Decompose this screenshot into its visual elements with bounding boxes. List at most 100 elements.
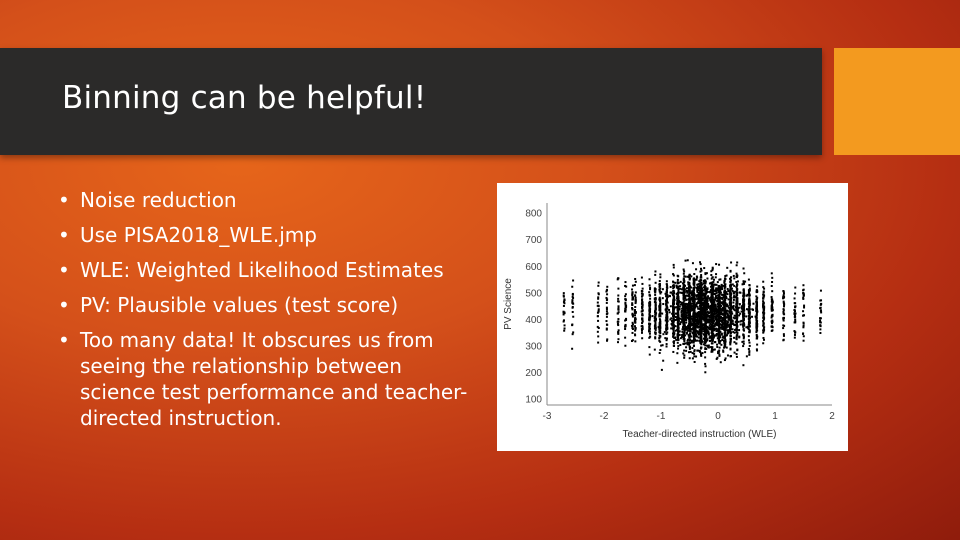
scatter-point	[737, 307, 740, 310]
scatter-point	[722, 350, 725, 353]
scatter-point	[654, 306, 657, 309]
scatter-point	[755, 348, 758, 351]
scatter-point	[690, 297, 693, 300]
scatter-point	[720, 283, 723, 286]
scatter-point	[606, 338, 609, 341]
scatter-point	[692, 313, 695, 316]
scatter-point	[617, 305, 620, 308]
scatter-point	[681, 333, 684, 336]
scatter-point	[782, 333, 785, 336]
scatter-point	[686, 290, 689, 293]
scatter-point	[692, 295, 695, 298]
scatter-point	[686, 331, 689, 334]
scatter-point	[674, 336, 677, 339]
scatter-point	[723, 293, 726, 296]
scatter-point	[684, 313, 687, 316]
scatter-point	[755, 303, 758, 306]
scatter-point	[742, 289, 745, 292]
scatter-point	[688, 289, 691, 292]
scatter-point	[756, 343, 759, 346]
scatter-point	[748, 350, 751, 353]
scatter-point	[722, 303, 725, 306]
scatter-point	[714, 318, 717, 321]
scatter-point	[735, 303, 738, 306]
scatter-point	[703, 267, 706, 270]
scatter-point	[702, 293, 705, 296]
scatter-point	[782, 305, 785, 308]
scatter-point	[659, 310, 662, 313]
scatter-point	[782, 309, 785, 312]
scatter-point	[718, 301, 721, 304]
scatter-point	[688, 303, 691, 306]
scatter-point	[725, 291, 728, 294]
scatter-point	[704, 312, 707, 315]
scatter-point	[699, 342, 702, 345]
scatter-point	[674, 316, 677, 319]
scatter-point	[762, 314, 765, 317]
scatter-point	[648, 353, 651, 356]
scatter-point	[793, 330, 796, 333]
scatter-point	[699, 263, 702, 266]
scatter-point	[736, 309, 739, 312]
scatter-point	[706, 315, 709, 318]
scatter-point	[735, 299, 738, 302]
scatter-point	[659, 335, 662, 338]
scatter-point	[703, 300, 706, 303]
scatter-point	[723, 344, 726, 347]
scatter-point	[718, 341, 721, 344]
scatter-point	[726, 323, 729, 326]
scatter-point	[712, 336, 715, 339]
bullet-dot: •	[58, 258, 70, 282]
scatter-point	[700, 346, 703, 349]
scatter-point	[719, 315, 722, 318]
scatter-point	[654, 331, 657, 334]
scatter-point	[716, 297, 719, 300]
scatter-point	[711, 310, 714, 313]
scatter-point	[705, 315, 708, 318]
scatter-point	[715, 297, 718, 300]
scatter-point	[803, 306, 806, 309]
scatter-point	[681, 303, 684, 306]
scatter-point	[672, 335, 675, 338]
scatter-point	[701, 312, 704, 315]
scatter-point	[617, 331, 620, 334]
scatter-point	[782, 296, 785, 299]
scatter-point	[711, 327, 714, 330]
scatter-point	[686, 294, 689, 297]
scatter-point	[745, 315, 748, 318]
scatter-point	[676, 337, 679, 340]
scatter-point	[641, 306, 644, 309]
scatter-point	[695, 320, 698, 323]
scatter-point	[733, 351, 736, 354]
scatter-point	[696, 276, 699, 279]
scatter-point	[634, 291, 637, 294]
scatter-point	[665, 283, 668, 286]
scatter-point	[562, 320, 565, 323]
scatter-point	[624, 327, 627, 330]
scatter-point	[719, 326, 722, 329]
scatter-point	[700, 294, 703, 297]
scatter-point	[658, 328, 661, 331]
scatter-point	[694, 318, 697, 321]
scatter-point	[730, 287, 733, 290]
scatter-point	[706, 313, 709, 316]
scatter-point	[723, 280, 726, 283]
scatter-point	[672, 326, 675, 329]
scatter-point	[633, 284, 636, 287]
scatter-point	[695, 325, 698, 328]
scatter-point	[742, 300, 745, 303]
scatter-point	[723, 281, 726, 284]
scatter-point	[706, 287, 709, 290]
scatter-point	[723, 290, 726, 293]
scatter-point	[694, 331, 697, 334]
scatter-point	[701, 307, 704, 310]
scatter-point	[703, 333, 706, 336]
scatter-point	[617, 308, 620, 311]
scatter-point	[729, 298, 732, 301]
scatter-point	[693, 280, 696, 283]
scatter-point	[735, 336, 738, 339]
scatter-point	[715, 357, 718, 360]
scatter-point	[668, 295, 671, 298]
scatter-point	[683, 356, 686, 359]
scatter-point	[671, 292, 674, 295]
